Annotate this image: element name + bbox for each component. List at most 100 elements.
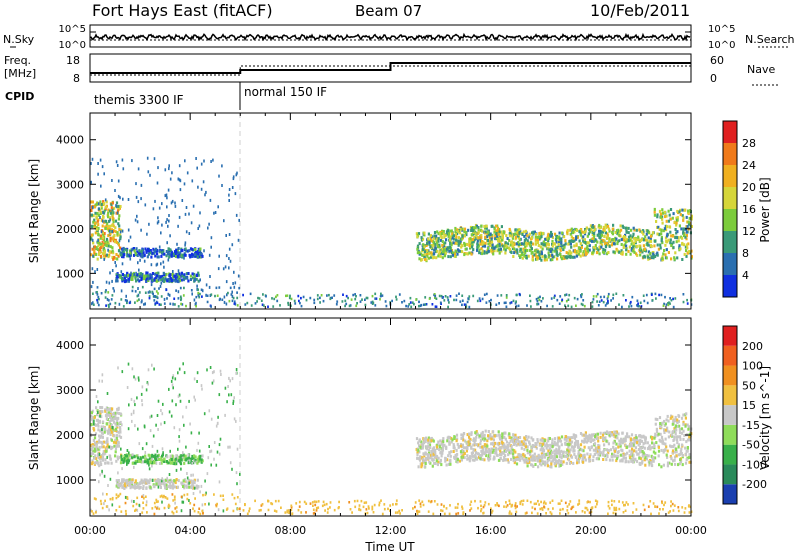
echo-cell: [196, 457, 199, 461]
scatter-cell: [109, 218, 111, 222]
echo-cell: [115, 459, 118, 463]
echo-cell: [117, 479, 120, 482]
echo-cell: [197, 456, 200, 459]
echo-cell: [487, 454, 490, 458]
echo-cell: [449, 458, 452, 462]
echo-cell: [548, 447, 551, 451]
scatter-cell: [165, 220, 167, 224]
scatter-cell: [192, 492, 195, 495]
clutter-cell: [138, 298, 140, 301]
echo-cell: [147, 247, 150, 251]
echo-cell: [497, 430, 500, 434]
echo-cell: [188, 459, 191, 463]
colorbar-swatch: [723, 209, 737, 231]
clutter-cell: [229, 286, 232, 290]
clutter-cell: [163, 302, 166, 305]
echo-cell: [420, 236, 423, 240]
scatter-cell: [185, 405, 188, 409]
echo-cell: [508, 227, 511, 231]
scatter-cell: [138, 378, 140, 382]
echo-cell: [487, 458, 490, 462]
echo-cell: [94, 454, 97, 458]
echo-cell: [461, 443, 464, 447]
echo-cell: [118, 253, 122, 257]
echo-cell: [591, 237, 594, 241]
scatter-cell: [234, 300, 236, 304]
clutter-cell: [539, 295, 541, 299]
echo-cell: [632, 443, 635, 447]
echo-cell: [105, 422, 108, 426]
clutter-cell: [553, 294, 556, 298]
echo-cell: [97, 213, 100, 217]
echo-cell: [545, 258, 548, 262]
scatter-cell: [212, 158, 214, 162]
echo-cell: [665, 256, 668, 260]
clutter-cell: [618, 303, 620, 306]
echo-cell: [97, 244, 100, 248]
echo-cell: [417, 232, 421, 236]
clutter-cell: [105, 289, 107, 292]
echo-cell: [553, 232, 557, 236]
clutter-cell: [206, 300, 209, 304]
echo-cell: [101, 406, 104, 410]
echo-cell: [482, 445, 485, 449]
echo-cell: [477, 226, 480, 229]
echo-cell: [524, 442, 527, 446]
scatter-cell: [195, 157, 197, 160]
clutter-cell: [347, 296, 349, 300]
echo-cell: [655, 220, 658, 223]
echo-cell: [470, 241, 473, 245]
echo-cell: [555, 245, 558, 249]
clutter-cell: [542, 297, 544, 300]
echo-cell: [117, 241, 120, 245]
echo-cell: [612, 238, 615, 241]
echo-cell: [175, 454, 178, 458]
echo-cell: [642, 442, 645, 446]
echo-cell: [530, 241, 533, 245]
echo-cell: [625, 252, 628, 256]
scatter-cell: [102, 210, 104, 214]
echo-cell: [586, 435, 590, 439]
echo-cell: [193, 454, 196, 458]
echo-cell: [576, 461, 579, 465]
colorbar-swatch: [723, 121, 737, 143]
echo-cell: [539, 455, 542, 459]
echo-cell: [169, 454, 172, 458]
clutter-cell: [535, 297, 538, 301]
scatter-cell: [177, 371, 179, 375]
echo-cell: [138, 249, 141, 253]
clutter-cell: [628, 305, 630, 308]
echo-cell: [105, 447, 108, 451]
echo-cell: [114, 427, 118, 431]
echo-cell: [625, 230, 628, 234]
echo-cell: [455, 448, 458, 452]
echo-cell: [573, 436, 576, 439]
echo-cell: [675, 450, 678, 454]
echo-cell: [456, 228, 459, 232]
echo-cell: [612, 445, 615, 449]
echo-cell: [596, 436, 599, 440]
echo-cell: [597, 232, 600, 236]
scatter-cell: [143, 424, 146, 428]
echo-cell: [651, 464, 654, 468]
echo-cell: [481, 457, 484, 461]
echo-cell: [629, 238, 632, 242]
scatter-cell: [228, 188, 231, 191]
echo-cell: [666, 464, 669, 468]
echo-cell: [672, 246, 675, 250]
echo-cell: [638, 228, 641, 232]
echo-cell: [195, 485, 198, 489]
echo-cell: [679, 213, 682, 217]
echo-cell: [463, 227, 467, 231]
echo-cell: [599, 240, 602, 244]
echo-cell: [584, 247, 587, 251]
clutter-cell: [385, 304, 388, 308]
echo-cell: [120, 458, 124, 462]
clutter-cell: [109, 302, 112, 306]
echo-cell: [95, 406, 98, 410]
echo-cell: [110, 430, 113, 434]
echo-cell: [613, 439, 616, 443]
echo-cell: [555, 447, 558, 451]
clutter-cell: [218, 298, 221, 302]
echo-cell: [424, 437, 427, 441]
